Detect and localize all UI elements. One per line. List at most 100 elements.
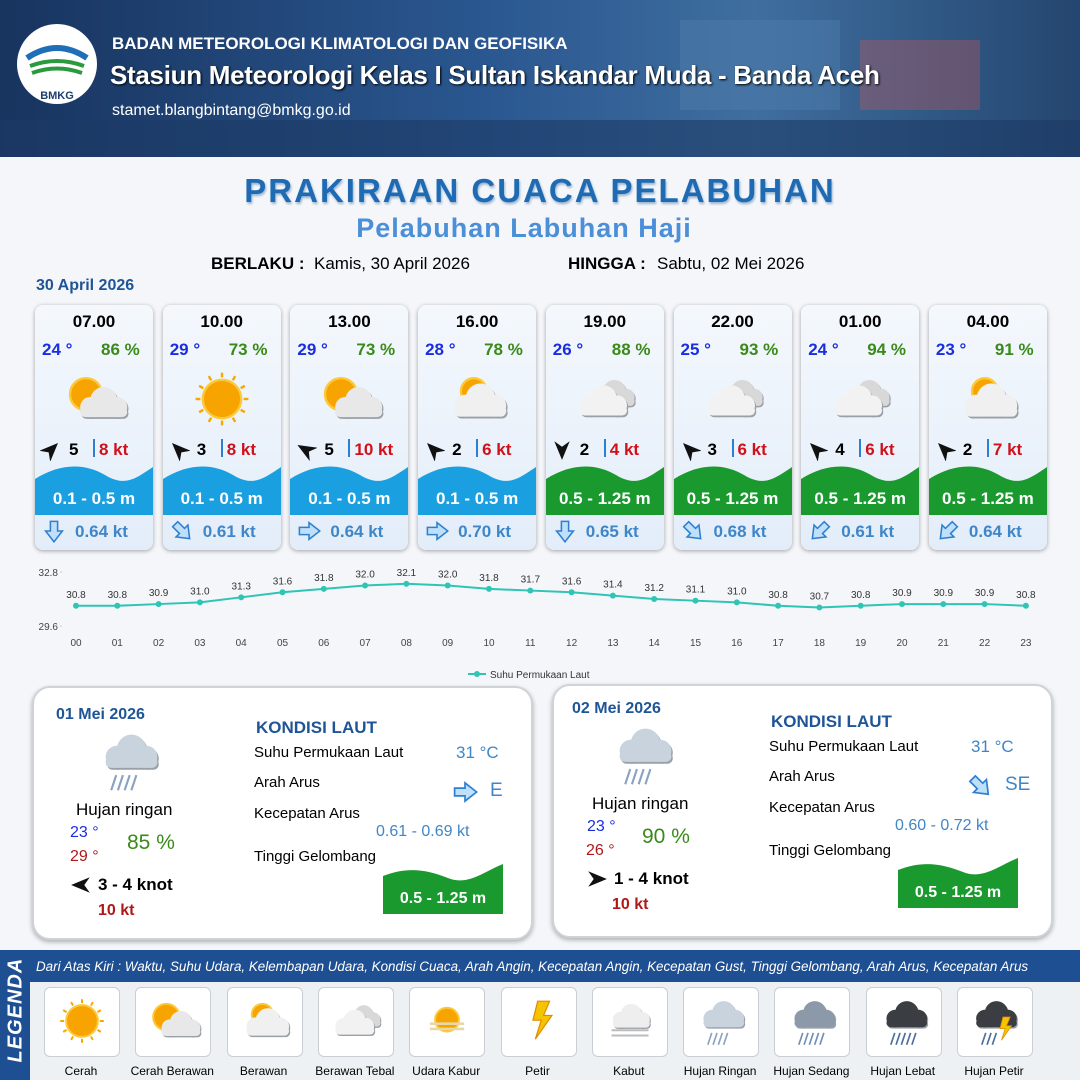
rain <box>637 768 645 785</box>
current-speed: 0.64 kt <box>75 522 128 541</box>
wave-shape <box>801 466 920 515</box>
day-panel: 02 Mei 2026 Hujan ringan 23 ° 26 ° 90 % 1 - 4… <box>552 684 1053 938</box>
line <box>76 582 1026 609</box>
temp-max: 26 ° <box>586 842 615 859</box>
containers <box>680 20 840 110</box>
wave <box>673 466 792 515</box>
weather-icon <box>579 379 636 418</box>
rain <box>717 1032 724 1046</box>
legend-icon <box>886 1001 928 1046</box>
legend-item: Berawan Tebal <box>315 1064 395 1078</box>
value-label: 31.6 <box>273 576 293 587</box>
current-direction <box>811 520 831 540</box>
condition: Hujan ringan <box>76 800 173 819</box>
forecast-card: 07.00 24 ° 86 % 5 8 kt 0.1 - 0.5 m 0.64 kt <box>35 305 153 550</box>
wind-speed: 1 - 4 knot <box>614 869 689 888</box>
condition: Hujan ringan <box>592 794 689 813</box>
legend-icon <box>976 1001 1018 1046</box>
arrowhead <box>427 442 446 461</box>
cloud-part <box>80 407 128 418</box>
current-speed-label: Kecepatan Arus <box>254 805 360 822</box>
gust: 7 kt <box>992 440 1023 459</box>
separator <box>93 439 95 457</box>
cloud <box>976 1001 1018 1029</box>
logo-waves <box>29 59 85 75</box>
wind-direction <box>588 871 607 887</box>
point <box>403 580 410 587</box>
wave-height: 0.5 - 1.25 m <box>399 890 487 907</box>
air-temp: 23 ° <box>935 340 967 359</box>
separator <box>220 439 223 457</box>
cloud <box>105 734 159 770</box>
legend-marker <box>474 671 480 677</box>
value-label: 30.8 <box>66 590 86 601</box>
value-label: 31.8 <box>314 573 334 584</box>
wave <box>290 466 409 515</box>
legend-icon <box>430 1006 465 1033</box>
humidity: 85 % <box>127 831 175 854</box>
x-tick-label: 17 <box>773 638 785 649</box>
current-dir-label: Arah Arus <box>769 768 835 785</box>
humidity: 90 % <box>642 825 690 848</box>
wave <box>383 864 503 914</box>
rain <box>981 1032 987 1046</box>
weather-icon <box>619 728 673 785</box>
wave-height: 0.5 - 1.25 m <box>814 489 907 508</box>
air-temp: 29 ° <box>169 340 201 359</box>
value-label: 30.9 <box>892 588 912 599</box>
current-speed: 0.64 kt <box>330 522 384 541</box>
wind-direction <box>810 442 829 461</box>
sun-ray <box>62 1009 68 1013</box>
legend-item: Kabut <box>613 1064 645 1078</box>
x-tick-label: 08 <box>401 638 413 649</box>
legend-icon <box>794 1001 837 1046</box>
legend-item: Hujan Sedang <box>773 1064 850 1078</box>
sun-ray <box>90 1001 94 1007</box>
cloud <box>619 728 673 764</box>
point <box>114 602 121 609</box>
wind-direction <box>71 877 90 893</box>
humidity: 86 % <box>101 340 140 359</box>
point <box>320 585 327 592</box>
separator <box>731 439 734 457</box>
wave-height: 0.1 - 0.5 m <box>180 489 263 508</box>
cloud-part <box>335 1026 375 1035</box>
legend-icon-box <box>865 987 942 1057</box>
wave <box>545 466 664 515</box>
current-arrow <box>453 781 478 803</box>
wind-speed: 5 <box>324 440 334 459</box>
weather-icon <box>68 377 129 419</box>
point <box>527 587 534 594</box>
cloud <box>454 383 508 419</box>
point <box>733 599 740 606</box>
humidity: 78 % <box>484 340 523 359</box>
cloud <box>246 1008 290 1038</box>
air-temp: 24 ° <box>808 340 839 359</box>
gust: 10 kt <box>354 440 394 459</box>
air-temp: 26 ° <box>552 340 584 359</box>
rain <box>900 1032 906 1046</box>
sst: 31 °C <box>456 743 499 762</box>
wave-height: 0.1 - 0.5 m <box>308 489 391 508</box>
point <box>692 597 699 604</box>
point <box>238 594 245 601</box>
rain <box>910 1032 917 1046</box>
weather-icon <box>454 377 508 419</box>
current-dir: E <box>490 780 503 801</box>
cloud-part <box>794 1018 836 1028</box>
x-tick-label: 16 <box>731 638 743 649</box>
point <box>899 601 905 608</box>
cloud <box>335 1009 376 1037</box>
rain <box>644 768 652 785</box>
humidity: 94 % <box>867 340 906 359</box>
wave-shape <box>545 466 664 515</box>
time: 13.00 <box>328 312 371 331</box>
current-arrow <box>811 520 831 540</box>
legend-icon-box <box>957 987 1033 1057</box>
sun-ray <box>96 1029 102 1033</box>
sst-label: Suhu Permukaan Laut <box>769 738 919 755</box>
logo-arc <box>25 45 89 61</box>
current-arrow <box>171 520 191 540</box>
cloud <box>579 385 629 418</box>
point <box>444 582 451 589</box>
